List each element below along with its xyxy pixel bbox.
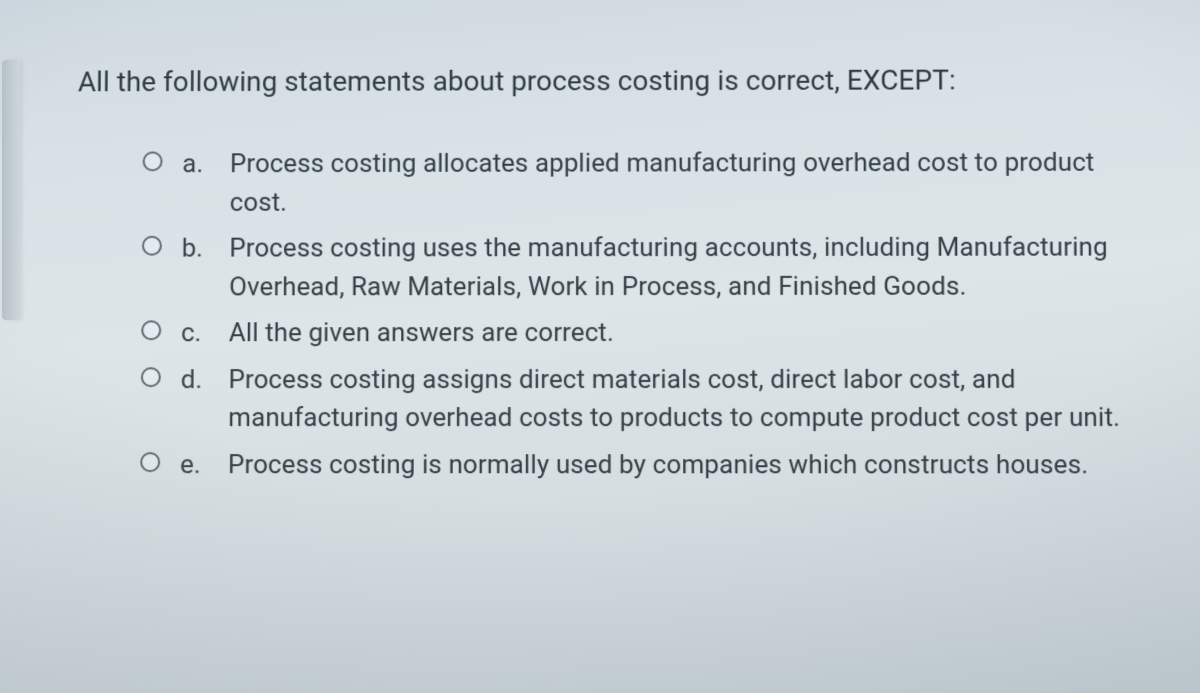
option-text: Process costing is normally used by comp… — [228, 446, 1155, 485]
option-text: Process costing uses the manufacturing a… — [229, 229, 1154, 307]
option-letter: e. — [180, 446, 208, 485]
radio-e[interactable] — [140, 452, 160, 472]
option-d: d. Process costing assigns direct materi… — [140, 361, 1154, 438]
answer-options: a. Process costing allocates applied man… — [140, 144, 1155, 485]
radio-d[interactable] — [141, 367, 161, 387]
question-card: All the following statements about proce… — [30, 22, 1191, 687]
option-text: Process costing assigns direct materials… — [228, 361, 1155, 438]
option-c: c. All the given answers are correct. — [141, 314, 1154, 353]
option-text: Process costing allocates applied manufa… — [230, 144, 1153, 222]
option-b: b. Process costing uses the manufacturin… — [141, 229, 1153, 307]
option-letter: a. — [182, 146, 210, 184]
option-text: All the given answers are correct. — [229, 314, 1154, 353]
page-edge-artifact — [2, 60, 20, 320]
option-letter: b. — [182, 230, 210, 268]
radio-c[interactable] — [141, 321, 161, 341]
radio-b[interactable] — [142, 236, 162, 256]
radio-a[interactable] — [143, 152, 163, 172]
question-prompt: All the following statements about proce… — [78, 62, 1152, 100]
option-letter: c. — [181, 315, 209, 354]
option-letter: d. — [181, 361, 209, 400]
option-e: e. Process costing is normally used by c… — [140, 446, 1155, 485]
option-a: a. Process costing allocates applied man… — [142, 144, 1153, 222]
